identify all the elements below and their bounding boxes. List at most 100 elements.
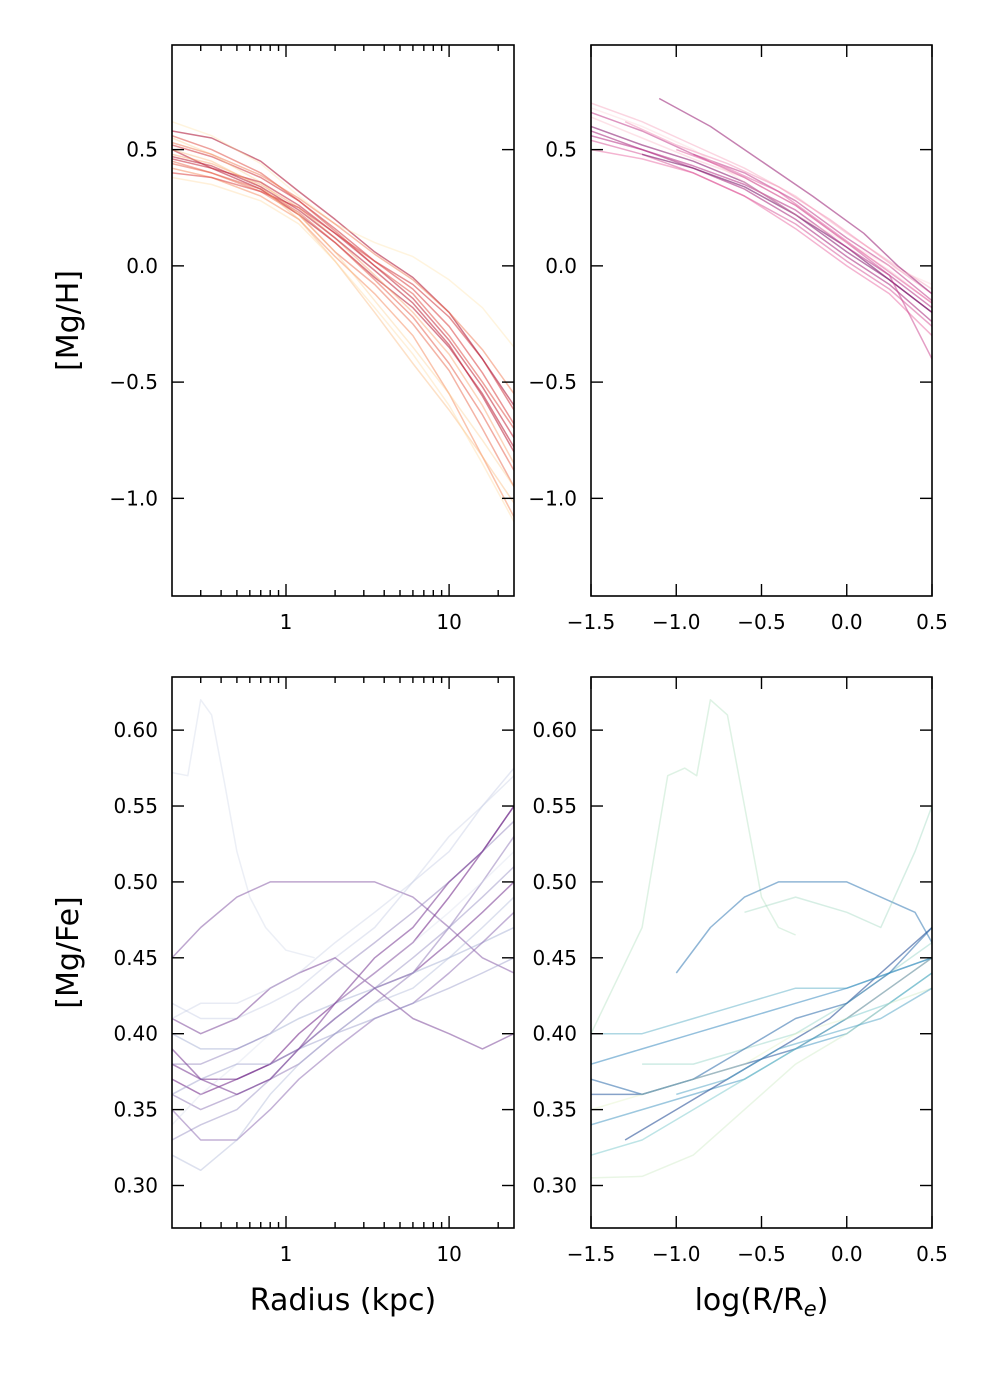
x-tick-label: 1 <box>280 1242 293 1266</box>
series-line-galaxy-9 <box>658 97 932 295</box>
series-line-galaxy-12 <box>692 153 932 360</box>
x-tick-label: 10 <box>436 610 461 634</box>
x-tick-label: −0.5 <box>737 610 786 634</box>
y-axis-label: [Mg/H] <box>51 270 86 371</box>
y-tick-label: 0.5 <box>126 138 158 162</box>
y-tick-label: 0.40 <box>532 1022 577 1046</box>
series-line-galaxy-14 <box>744 805 932 929</box>
x-tick-label: 0.0 <box>831 610 863 634</box>
series-line-galaxy-13 <box>591 107 932 286</box>
x-axis-label: Radius (kpc) <box>250 1283 436 1318</box>
series-group <box>591 97 932 360</box>
series-line-galaxy-16 <box>172 775 514 1020</box>
series-line-galaxy-1 <box>172 699 315 959</box>
series-line-galaxy-10 <box>172 957 514 1050</box>
series-line-galaxy-13 <box>591 957 932 1065</box>
series-line-galaxy-3 <box>172 160 514 488</box>
series-line-galaxy-5 <box>172 167 514 518</box>
series-line-galaxy-3 <box>591 972 932 1126</box>
y-tick-label: 0.50 <box>113 870 158 894</box>
series-line-galaxy-9 <box>172 137 514 488</box>
series-line-galaxy-6 <box>591 102 932 290</box>
series-line-galaxy-12 <box>676 987 932 1096</box>
axes-frame <box>171 44 515 597</box>
x-tick-label: −1.0 <box>652 1242 701 1266</box>
y-tick-label: 0.5 <box>545 138 577 162</box>
y-tick-label: 0.45 <box>113 946 158 970</box>
series-line-galaxy-7 <box>172 805 514 1096</box>
x-tick-label: −1.5 <box>567 1242 616 1266</box>
y-tick-label: 0.55 <box>113 794 158 818</box>
y-tick-label: 0.45 <box>532 946 577 970</box>
series-line-galaxy-8 <box>172 767 514 1020</box>
x-tick-label: 0.5 <box>916 610 948 634</box>
x-tick-label: 1 <box>280 610 293 634</box>
y-tick-label: 0.35 <box>113 1098 158 1122</box>
series-line-galaxy-6 <box>591 987 932 1179</box>
series-line-galaxy-4 <box>172 144 514 411</box>
panel-mgfe_logr: −1.5 −1.0 −0.5 0.0 0.5 0.60 0.55 0.50 0.45 0.40 0.… <box>532 676 948 1321</box>
axes-frame <box>590 44 933 597</box>
series-line-galaxy-12 <box>172 162 514 471</box>
series-line-galaxy-11 <box>591 957 932 1111</box>
series-line-galaxy-16 <box>172 176 514 522</box>
series-line-galaxy-7 <box>172 153 514 464</box>
series-line-galaxy-2 <box>172 134 514 430</box>
axes-frame <box>171 676 515 1229</box>
series-line-galaxy-11 <box>591 134 932 309</box>
series-line-galaxy-5 <box>591 972 932 1156</box>
y-tick-label: 0.30 <box>532 1173 577 1197</box>
series-line-galaxy-14 <box>172 957 514 1096</box>
series-line-galaxy-10 <box>172 158 514 439</box>
series-line-galaxy-14 <box>172 141 514 395</box>
series-line-galaxy-1 <box>172 148 514 448</box>
y-tick-label: 0.35 <box>532 1098 577 1122</box>
y-tick-label: 0.0 <box>545 254 577 278</box>
y-tick-label: 0.60 <box>532 718 577 742</box>
series-line-galaxy-2 <box>172 881 514 1080</box>
x-tick-label: 0.0 <box>831 1242 863 1266</box>
series-line-galaxy-15 <box>172 155 514 453</box>
series-line-galaxy-11 <box>172 896 514 1172</box>
y-tick-label: −0.5 <box>109 370 158 394</box>
series-line-galaxy-8 <box>591 148 932 337</box>
y-tick-label: 0.0 <box>126 254 158 278</box>
series-line-galaxy-9 <box>172 911 514 1141</box>
series-line-galaxy-5 <box>172 866 514 1141</box>
series-line-galaxy-3 <box>591 139 932 327</box>
y-tick-label: 0.30 <box>113 1173 158 1197</box>
panel-mgh_radius: 1 10 0.5 0.0 −0.5 −1.0 [Mg/H] <box>51 44 515 634</box>
y-tick-label: 0.50 <box>532 870 577 894</box>
series-line-galaxy-6 <box>172 130 514 406</box>
y-tick-label: −1.0 <box>528 486 577 510</box>
series-line-galaxy-13 <box>172 851 514 1126</box>
series-line-galaxy-7 <box>641 153 932 313</box>
y-axis-label: [Mg/Fe] <box>51 896 86 1009</box>
x-tick-label: −1.0 <box>652 610 701 634</box>
series-line-galaxy-4 <box>624 121 932 295</box>
x-axis-label: log(R/Re) <box>695 1283 829 1321</box>
series-line-galaxy-4 <box>172 881 514 974</box>
series-line-galaxy-10 <box>591 116 932 304</box>
y-tick-label: 0.60 <box>113 718 158 742</box>
series-group <box>172 120 514 522</box>
series-line-galaxy-8 <box>591 957 932 1035</box>
series-group <box>172 699 514 1172</box>
y-tick-label: −0.5 <box>528 370 577 394</box>
x-tick-label: 10 <box>436 1242 461 1266</box>
y-tick-label: −1.0 <box>109 486 158 510</box>
x-tick-label: 0.5 <box>916 1242 948 1266</box>
y-tick-label: 0.40 <box>113 1022 158 1046</box>
series-line-galaxy-4 <box>675 881 932 974</box>
series-line-galaxy-7 <box>624 926 932 1141</box>
series-group <box>591 699 932 1179</box>
series-line-galaxy-15 <box>172 805 514 1096</box>
series-line-galaxy-10 <box>591 926 932 1096</box>
series-line-galaxy-2 <box>591 111 932 302</box>
axes-frame <box>590 676 933 1229</box>
x-tick-label: −0.5 <box>737 1242 786 1266</box>
x-tick-label: −1.5 <box>567 610 616 634</box>
panel-mgh_logr: −1.5 −1.0 −0.5 0.0 0.5 0.5 0.0 −0.5 −1.0 <box>528 44 948 634</box>
series-line-galaxy-11 <box>172 120 514 348</box>
